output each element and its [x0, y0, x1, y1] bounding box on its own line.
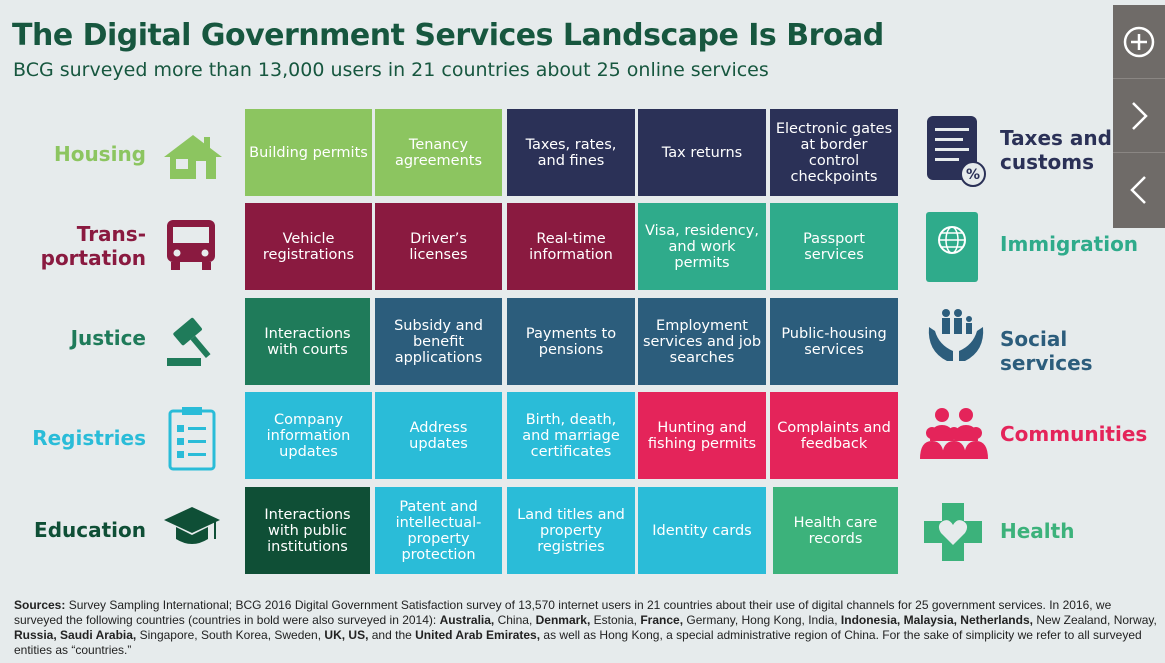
service-cell: Driver’s licenses [375, 203, 502, 290]
service-cell: Health care records [773, 487, 898, 574]
service-cell: Address updates [375, 392, 502, 479]
footnote-text: Survey Sampling International; BCG 2016 … [14, 598, 1112, 627]
bold-country: France, [640, 613, 684, 627]
service-cell: Identity cards [638, 487, 766, 574]
service-cell: Complaints and feedback [770, 392, 898, 479]
chevron-left-icon [1130, 176, 1146, 204]
category-label-housing: Housing [53, 142, 146, 166]
page-title: The Digital Government Services Landscap… [12, 18, 884, 53]
category-label-education: Education [34, 518, 146, 542]
zoom-in-button[interactable] [1113, 5, 1165, 79]
bold-country: Russia, Saudi Arabia, [14, 628, 137, 642]
category-label-immigration: Immigration [1000, 232, 1139, 256]
category-label-transportation: Trans- portation [40, 222, 146, 270]
bus-icon [167, 220, 215, 270]
chevron-right-icon [1132, 101, 1148, 130]
footnote-text: China, [494, 613, 536, 627]
service-cell: Taxes, rates, and fines [507, 109, 635, 196]
house-icon [164, 135, 222, 179]
service-cell: Vehicle registrations [245, 203, 372, 290]
footnote-text: Singapore, South Korea, Sweden, [136, 628, 325, 642]
family-hands-icon [928, 309, 984, 361]
service-cell: Payments to pensions [507, 298, 635, 385]
category-label-social: Social services [1000, 327, 1093, 375]
svg-text:%: % [966, 167, 980, 183]
footnote-text: New Zealand, Norway, [1032, 613, 1157, 627]
service-cell: Patent and intellectual-property protect… [375, 487, 502, 574]
service-cell: Subsidy and benefit applications [375, 298, 502, 385]
bold-country: UK, US, [324, 628, 369, 642]
category-label-registries: Registries [32, 426, 146, 450]
sources-footnote: Sources: Survey Sampling International; … [14, 598, 1159, 658]
gavel-icon [167, 317, 211, 366]
footnote-text: Estonia, [590, 613, 641, 627]
service-cell: Land titles and property registries [507, 487, 635, 574]
health-heart-cross-icon [924, 503, 982, 561]
service-cell: Tenancy agreements [375, 109, 502, 196]
service-cell: Public-housing services [770, 298, 898, 385]
category-label-health: Health [1000, 519, 1075, 543]
service-cell: Interactions with courts [245, 298, 370, 385]
service-cell: Hunting and fishing permits [638, 392, 766, 479]
side-toolbar [1113, 5, 1165, 228]
graduation-cap-icon [164, 507, 220, 544]
service-cell: Real-time information [507, 203, 635, 290]
category-label-taxes: Taxes and customs [1000, 126, 1112, 174]
clipboard-icon [168, 407, 216, 471]
service-cell: Employment services and job searches [638, 298, 766, 385]
service-cell: Passport services [770, 203, 898, 290]
plus-circle-icon [1123, 26, 1155, 57]
next-button[interactable] [1113, 79, 1165, 153]
bold-country: United Arab Emirates, [415, 628, 541, 642]
footnote-text: and the [368, 628, 416, 642]
service-cell: Visa, residency, and work permits [638, 203, 766, 290]
passport-globe-icon [926, 212, 978, 282]
sources-label: Sources: [14, 598, 66, 612]
service-cell: Building permits [245, 109, 372, 196]
service-cell: Interactions with public institutions [245, 487, 370, 574]
service-cell: Tax returns [638, 109, 766, 196]
category-label-justice: Justice [70, 326, 146, 350]
bold-country: Denmark, [535, 613, 591, 627]
service-cell: Birth, death, and marriage certificates [507, 392, 635, 479]
service-cell: Company information updates [245, 392, 372, 479]
service-cell: Electronic gates at border control check… [770, 109, 898, 196]
footnote-text: Germany, Hong Kong, India, [683, 613, 841, 627]
previous-button[interactable] [1113, 153, 1165, 227]
category-label-communities: Communities [1000, 422, 1148, 446]
footnote-text: as well as Hong Kong, a special administ… [14, 628, 1142, 657]
tax-document-icon: % [927, 116, 986, 187]
page-subtitle: BCG surveyed more than 13,000 users in 2… [13, 59, 769, 81]
bold-country: Australia, [439, 613, 495, 627]
community-people-icon [920, 408, 988, 459]
bold-country: Indonesia, Malaysia, Netherlands, [840, 613, 1033, 627]
